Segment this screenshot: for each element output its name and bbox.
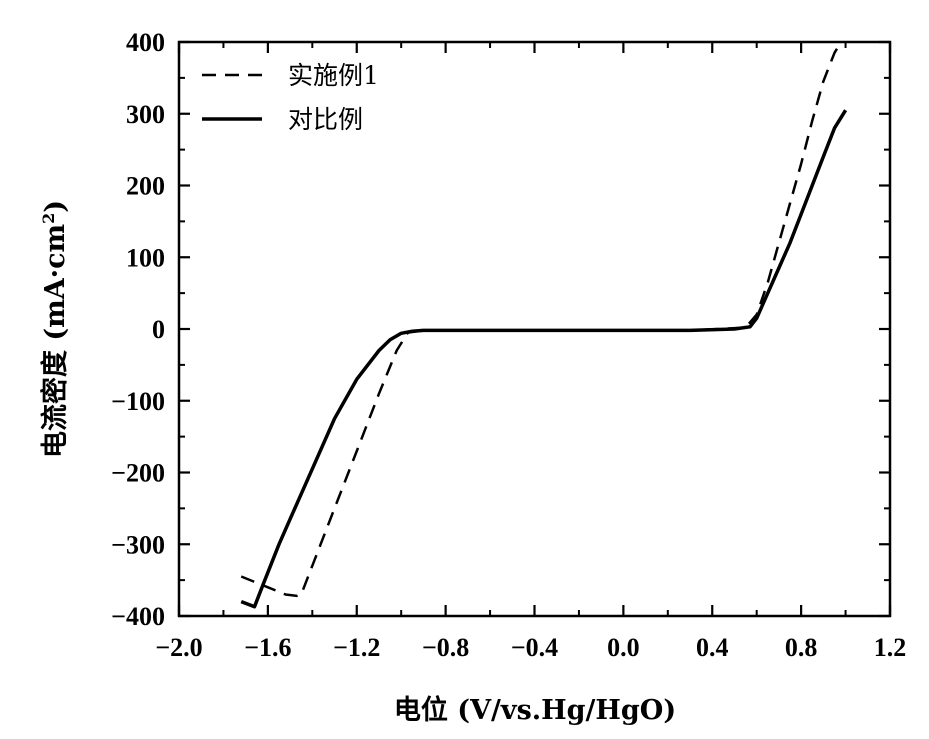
legend-label-series-2: 对比例 — [288, 105, 363, 134]
y-tick-label: 200 — [126, 172, 165, 201]
y-tick-label: −200 — [111, 459, 165, 488]
y-axis-title-tail: ) — [40, 200, 71, 213]
x-tick-label: −2.0 — [155, 633, 202, 662]
y-tick-label: −300 — [111, 530, 165, 559]
series-line-2 — [240, 109, 848, 609]
series-group — [240, 41, 848, 609]
x-tick-label: 0.8 — [785, 633, 818, 662]
y-tick-label: 100 — [126, 243, 165, 272]
y-axis-title: 电流密度 (mA·cm2) — [39, 200, 71, 458]
legend-label-series-1: 实施例1 — [288, 61, 379, 90]
x-tick-label: −1.2 — [333, 633, 380, 662]
axis-ticks — [177, 40, 892, 618]
axis-tick-labels: −2.0 −1.6 −1.2 −0.8 −0.4 0.0 0.4 0.8 1.2 −400 −300… — [111, 28, 906, 662]
legend: 实施例1 对比例 — [202, 61, 379, 134]
y-tick-label: −400 — [111, 602, 165, 631]
x-tick-label: 0.0 — [607, 633, 640, 662]
y-tick-label: 300 — [126, 100, 165, 129]
x-tick-label: −0.4 — [511, 633, 558, 662]
x-tick-label: −0.8 — [422, 633, 469, 662]
y-tick-label: −100 — [111, 387, 165, 416]
x-tick-label: 0.4 — [696, 633, 729, 662]
y-tick-label: 0 — [152, 315, 165, 344]
y-tick-label: 400 — [126, 28, 165, 57]
x-tick-label: −1.6 — [244, 633, 291, 662]
x-axis-title: 电位 (V/vs.Hg/HgO) — [394, 694, 676, 726]
y-axis-title-main: 电流密度 (mA·cm — [39, 224, 71, 458]
y-axis-title-sup: 2 — [39, 213, 58, 224]
x-tick-label: 1.2 — [874, 633, 907, 662]
